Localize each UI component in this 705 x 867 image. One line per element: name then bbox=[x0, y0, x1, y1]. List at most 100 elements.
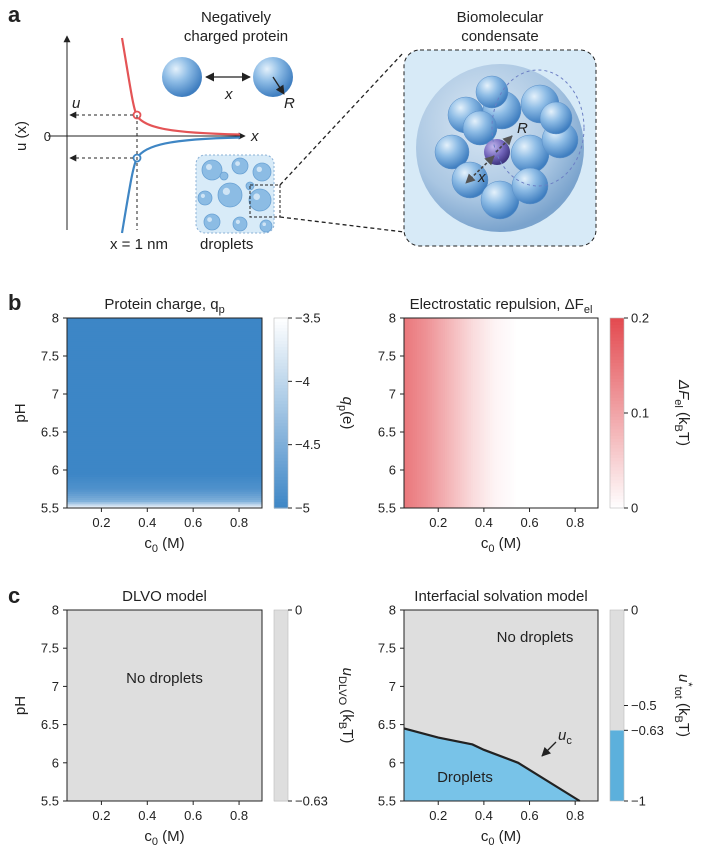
colorbar-segment bbox=[610, 394, 624, 398]
colorbar-segment bbox=[274, 463, 288, 468]
x-axis-label-unit: (M) bbox=[158, 828, 185, 845]
colorbar-segment bbox=[610, 498, 624, 503]
x-tick-label: 0.2 bbox=[429, 808, 447, 823]
colorbar-segment bbox=[274, 492, 288, 496]
condensate-protein bbox=[462, 110, 498, 146]
heatmap-cell bbox=[67, 436, 262, 439]
heatmap-cell bbox=[67, 444, 262, 448]
colorbar-segment bbox=[274, 657, 288, 662]
colorbar-segment bbox=[274, 375, 288, 379]
colorbar-segment bbox=[274, 318, 288, 322]
colorbar-label-sub2: B bbox=[672, 424, 684, 431]
panel-label-a: a bbox=[8, 2, 21, 27]
heatmap-cell bbox=[531, 318, 534, 508]
heatmap-cell bbox=[67, 379, 262, 382]
x-tick-label: 0.6 bbox=[184, 808, 202, 823]
colorbar-segment bbox=[610, 327, 624, 332]
colorbar-segment bbox=[274, 428, 288, 433]
heatmap-cell bbox=[67, 497, 262, 501]
heatmap-cell bbox=[533, 318, 537, 508]
colorbar-segment bbox=[274, 482, 288, 487]
droplets-tile: droplets bbox=[195, 154, 281, 253]
droplet-highlight bbox=[253, 193, 260, 200]
colorbar-segment bbox=[610, 492, 624, 496]
heatmap-cell bbox=[67, 347, 262, 351]
panel-a: a u (x) 0 x u x = 1 nm Negatively charge… bbox=[8, 2, 597, 253]
heatmap-cell bbox=[67, 463, 262, 467]
colorbar-segment bbox=[274, 670, 288, 675]
heatmap-cell bbox=[595, 318, 599, 508]
heatmap-cell bbox=[447, 318, 450, 508]
colorbar-segment bbox=[610, 365, 624, 370]
x-tick-label: 0.4 bbox=[475, 515, 493, 530]
chart-interfacial-solvation-model: Interfacial solvation model 0.2 0.4 0.6 0.8 5… bbox=[378, 588, 694, 848]
colorbar-tick-label: 0.1 bbox=[631, 406, 649, 421]
heatmap-cell bbox=[589, 318, 593, 508]
heatmap-cell bbox=[67, 486, 262, 490]
x-tick-label: 0.4 bbox=[138, 515, 156, 530]
colorbar-segment bbox=[610, 397, 624, 401]
heatmap-cell bbox=[475, 318, 478, 508]
heatmap-cell bbox=[67, 387, 262, 391]
colorbar-segment bbox=[610, 330, 624, 335]
colorbar-segment bbox=[274, 432, 288, 436]
colorbar-segment bbox=[610, 432, 624, 436]
heatmap-cell bbox=[544, 318, 547, 508]
heatmap-cell bbox=[464, 318, 468, 508]
colorbar-segment bbox=[610, 390, 624, 395]
colorbar-segment bbox=[274, 451, 288, 455]
colorbar-segment bbox=[274, 422, 288, 427]
heatmap-cell bbox=[585, 318, 588, 508]
heatmap-cell bbox=[429, 318, 433, 508]
y-tick-label: 7 bbox=[52, 387, 59, 402]
heatmap-cell bbox=[505, 318, 509, 508]
x-one-nm-label: x = 1 nm bbox=[110, 236, 168, 253]
colorbar-segment bbox=[274, 746, 288, 751]
heatmap-cell bbox=[67, 505, 262, 509]
colorbar-segment bbox=[610, 444, 624, 449]
heatmap-cell bbox=[457, 318, 461, 508]
heatmap-cell bbox=[552, 318, 556, 508]
chart-title-sub: el bbox=[584, 304, 593, 316]
zoom-line-top bbox=[279, 51, 405, 186]
y-tick-label: 8 bbox=[52, 311, 59, 326]
x-axis-label-main: c bbox=[481, 828, 489, 845]
heatmap-cell bbox=[442, 318, 446, 508]
heatmap-cell bbox=[67, 353, 262, 357]
heatmap-cell bbox=[419, 318, 422, 508]
droplet-highlight bbox=[262, 222, 267, 226]
colorbar-segment bbox=[274, 479, 288, 484]
colorbar-segment bbox=[610, 340, 624, 344]
heatmap-cell bbox=[410, 318, 414, 508]
colorbar-segment bbox=[610, 381, 624, 386]
heatmap-cell bbox=[67, 503, 262, 507]
heatmap-cell bbox=[67, 394, 262, 397]
heatmap-cell bbox=[67, 360, 262, 363]
colorbar-segment bbox=[274, 797, 288, 802]
heatmap-cell bbox=[421, 318, 424, 508]
y-tick-label: 6 bbox=[389, 755, 396, 770]
colorbar-segment bbox=[610, 425, 624, 430]
colorbar-segment bbox=[610, 473, 624, 477]
heatmap-cell bbox=[546, 318, 550, 508]
u-zero-tick: 0 bbox=[44, 129, 51, 144]
u-marker-label: u bbox=[72, 95, 81, 112]
colorbar-segment bbox=[610, 466, 624, 471]
heatmap-cell bbox=[498, 318, 502, 508]
protein-sphere-left bbox=[162, 57, 202, 97]
heatmap-cell bbox=[529, 318, 532, 508]
colorbar-segment bbox=[274, 362, 288, 367]
heatmap-cell bbox=[587, 318, 590, 508]
radius-arrow bbox=[272, 76, 285, 95]
condensate-sep-arrow bbox=[465, 155, 495, 184]
heatmap-cell bbox=[440, 318, 444, 508]
heatmap-cell bbox=[490, 318, 493, 508]
colorbar-segment bbox=[610, 387, 624, 392]
heatmap-cell bbox=[67, 432, 262, 435]
x-tick-label: 0.2 bbox=[92, 515, 110, 530]
colorbar-segment bbox=[274, 321, 288, 325]
y-tick-label: 5.5 bbox=[41, 794, 59, 809]
colorbar-segment bbox=[274, 759, 288, 764]
heatmap-cell bbox=[67, 423, 262, 427]
